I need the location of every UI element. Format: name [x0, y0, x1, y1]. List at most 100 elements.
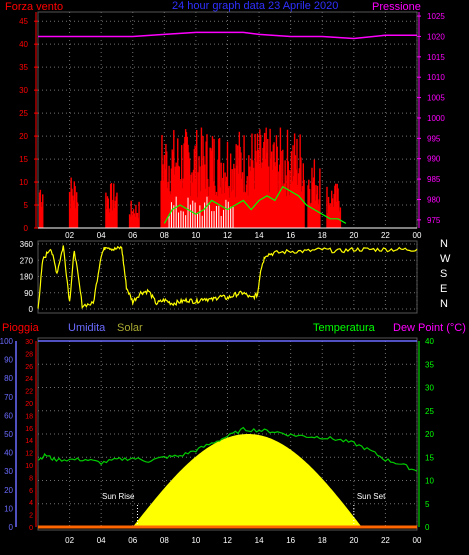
x-tick-label: 16: [286, 231, 295, 240]
direction-tick-label: 360: [20, 240, 34, 249]
rain-tick-label: 6: [29, 488, 33, 495]
rain-tick-label: 2: [29, 513, 33, 520]
x-tick-label: 22: [381, 231, 390, 240]
rain-tick-label: 8: [29, 475, 33, 482]
pressure-tick-label: 1015: [427, 53, 445, 62]
pressure-tick-label: 1010: [427, 73, 445, 82]
humidity-tick-label: 40: [4, 449, 13, 458]
wind-axis-label: Forza vento: [5, 1, 63, 13]
rain-tick-label: 10: [25, 463, 33, 470]
pressure-tick-label: 985: [427, 175, 441, 184]
rain-tick-label: 12: [25, 451, 33, 458]
rain-tick-label: 16: [25, 426, 33, 433]
wind-tick-label: 5: [24, 201, 29, 210]
pressure-axis-label: Pressione: [372, 1, 421, 13]
x-tick-label: 18: [318, 536, 327, 545]
temp-tick-label: 15: [425, 453, 434, 462]
dewpoint-axis-label: Dew Point (°C): [393, 322, 466, 334]
pressure-tick-label: 995: [427, 134, 441, 143]
wind-tick-label: 10: [19, 178, 28, 187]
wind-tick-label: 15: [19, 155, 28, 164]
direction-tick-label: 0: [29, 305, 34, 314]
x-tick-label: 14: [255, 536, 264, 545]
rain-tick-label: 26: [25, 364, 33, 371]
x-tick-label: 12: [223, 231, 232, 240]
direction-compass-label: E: [440, 283, 447, 295]
rain-tick-label: 4: [29, 500, 33, 507]
wind-tick-label: 20: [19, 132, 28, 141]
direction-compass-label: N: [440, 238, 448, 250]
x-tick-label: 14: [255, 231, 264, 240]
rain-tick-label: 24: [25, 376, 33, 383]
wind-tick-label: 35: [19, 63, 28, 72]
x-tick-label: 20: [349, 231, 358, 240]
pressure-line: [38, 31, 417, 40]
humidity-tick-label: 0: [9, 523, 14, 532]
rain-tick-label: 18: [25, 413, 33, 420]
sun-set-label: Sun Set: [357, 492, 386, 501]
x-tick-label: 12: [223, 536, 232, 545]
direction-tick-label: 90: [24, 289, 33, 298]
humidity-tick-label: 100: [0, 337, 14, 346]
wind-tick-label: 45: [19, 17, 28, 26]
solar-area: [132, 434, 362, 527]
humidity-tick-label: 90: [4, 356, 13, 365]
x-tick-label: 06: [128, 231, 137, 240]
wind-tick-label: 40: [19, 40, 28, 49]
pressure-tick-label: 1000: [427, 114, 445, 123]
temp-tick-label: 10: [425, 477, 434, 486]
direction-tick-label: 180: [20, 273, 34, 282]
humidity-tick-label: 20: [4, 486, 13, 495]
humidity-tick-label: 50: [4, 430, 13, 439]
x-tick-label: 02: [65, 536, 74, 545]
direction-compass-label: S: [440, 268, 447, 280]
pressure-tick-label: 975: [427, 216, 441, 225]
pressure-tick-label: 1005: [427, 94, 445, 103]
direction-compass-label: W: [440, 253, 451, 265]
x-tick-label: 02: [65, 231, 74, 240]
x-tick-label: 08: [160, 231, 169, 240]
humidity-tick-label: 10: [4, 504, 13, 513]
temp-tick-label: 30: [425, 384, 434, 393]
temperature-line: [37, 426, 418, 472]
rain-tick-label: 22: [25, 389, 33, 396]
pressure-tick-label: 1020: [427, 32, 445, 41]
wind-tick-label: 30: [19, 86, 28, 95]
rain-tick-label: 28: [25, 351, 33, 358]
humidity-tick-label: 60: [4, 411, 13, 420]
x-tick-label: 00: [413, 536, 422, 545]
temp-tick-label: 0: [425, 523, 430, 532]
x-tick-label: 06: [128, 536, 137, 545]
humidity-tick-label: 30: [4, 467, 13, 476]
solar-axis-label: Solar: [117, 322, 143, 334]
avg-wind-line: [163, 185, 347, 224]
x-tick-label: 10: [191, 231, 200, 240]
humidity-axis-label: Umidita: [68, 322, 106, 334]
sun-rise-label: Sun Rise: [102, 492, 135, 501]
direction-line: [37, 245, 418, 309]
chart-title: 24 hour graph data 23 Aprile 2020: [172, 0, 338, 12]
x-tick-label: 22: [381, 536, 390, 545]
x-tick-label: 00: [413, 231, 422, 240]
rain-tick-label: 20: [25, 401, 33, 408]
wind-tick-label: 0: [24, 224, 29, 233]
humidity-tick-label: 70: [4, 393, 13, 402]
direction-tick-label: 270: [20, 256, 34, 265]
x-tick-label: 10: [191, 536, 200, 545]
temp-tick-label: 25: [425, 407, 434, 416]
wind-tick-label: 25: [19, 109, 28, 118]
temp-tick-label: 35: [425, 360, 434, 369]
rain-tick-label: 30: [25, 339, 33, 346]
pressure-tick-label: 1025: [427, 12, 445, 21]
temp-tick-label: 20: [425, 430, 434, 439]
pressure-tick-label: 980: [427, 195, 441, 204]
rain-axis-label: Pioggia: [2, 322, 40, 334]
temperature-axis-label: Temperatura: [313, 322, 376, 334]
x-tick-label: 04: [97, 536, 106, 545]
pressure-tick-label: 990: [427, 155, 441, 164]
direction-compass-label: N: [440, 298, 448, 310]
x-tick-label: 08: [160, 536, 169, 545]
x-tick-label: 04: [97, 231, 106, 240]
x-tick-label: 16: [286, 536, 295, 545]
